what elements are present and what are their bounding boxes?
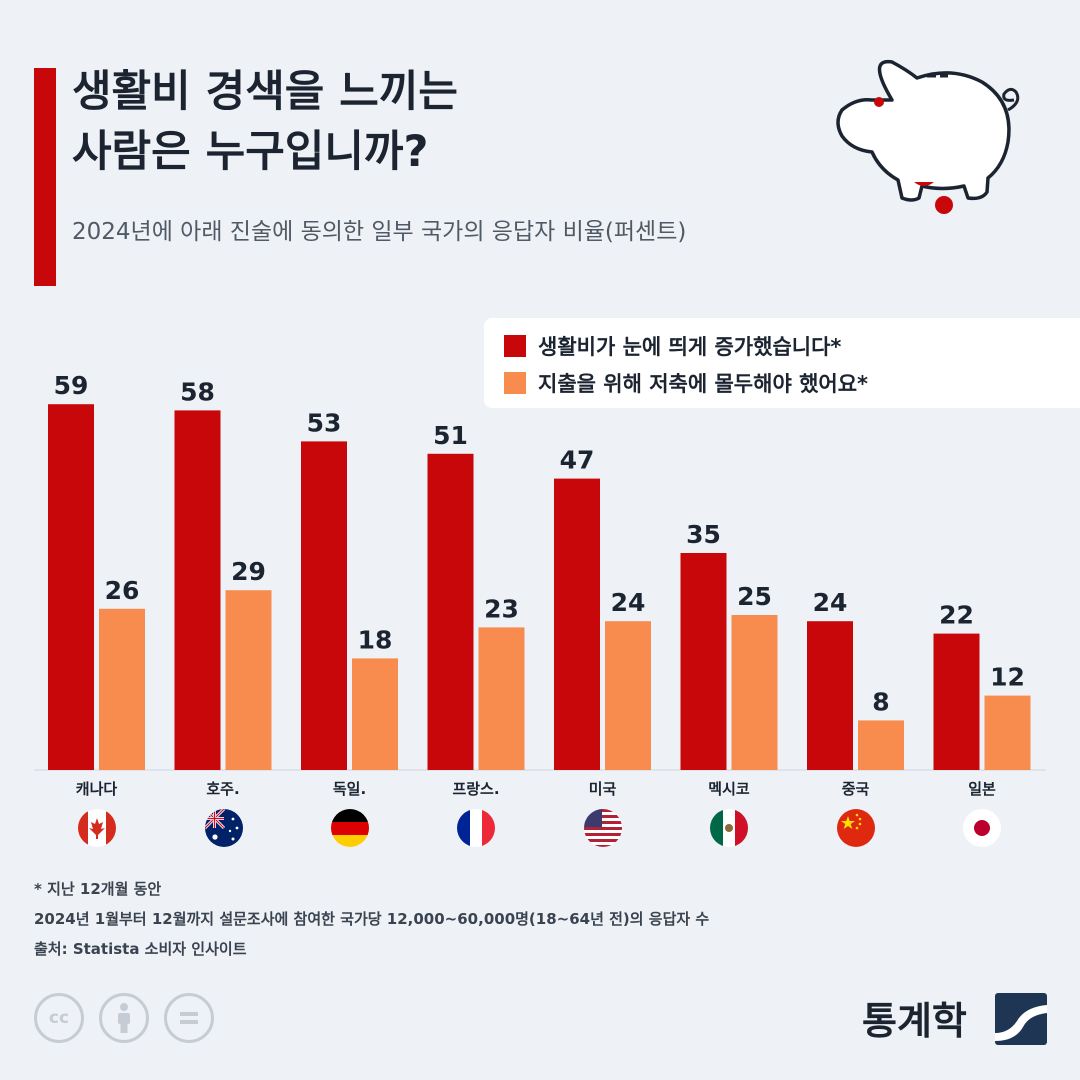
data-label: 23 [484, 594, 519, 623]
x-tick-label: 미국 [589, 780, 617, 798]
data-label: 22 [939, 601, 974, 630]
data-label: 35 [686, 520, 721, 549]
chart-legend: 생활비가 눈에 띄게 증가했습니다* 지출을 위해 저축에 몰두해야 했어요* [484, 318, 1080, 408]
no-derivatives-icon [164, 993, 214, 1043]
x-tick-label: 일본 [968, 780, 996, 798]
x-tick-label: 프랑스. [452, 780, 499, 798]
legend-label: 지출을 위해 저축에 몰두해야 했어요* [538, 372, 869, 396]
footnote-methodology: 2024년 1월부터 12월까지 설문조사에 참여한 국가당 12,000~60… [34, 910, 710, 928]
data-label: 51 [433, 421, 468, 450]
bar-cost-increase [427, 453, 474, 770]
x-tick-label: 독일. [333, 780, 366, 798]
footnotes: * 지난 12개월 동안 2024년 1월부터 12월까지 설문조사에 참여한 … [34, 874, 709, 964]
canada-flag-icon [78, 809, 116, 847]
data-label: 24 [611, 588, 646, 617]
germany-flag-icon [331, 809, 369, 847]
legend-item-savings: 지출을 위해 저축에 몰두해야 했어요* [504, 368, 868, 398]
australia-flag-icon [205, 809, 243, 847]
bar-savings [858, 720, 904, 770]
china-flag-icon [837, 809, 875, 847]
legend-item-cost-increase: 생활비가 눈에 띄게 증가했습니다* [504, 331, 841, 361]
bar-cost-increase [933, 633, 980, 770]
title-line-1: 생활비 경색을 느끼는 [72, 67, 458, 117]
japan-flag-icon [963, 809, 1001, 847]
bar-savings [984, 695, 1031, 770]
mexico-flag-icon [710, 809, 748, 847]
data-label: 18 [358, 625, 393, 654]
bar-savings [225, 590, 272, 770]
data-label: 47 [560, 446, 595, 475]
brand-name: 통계학 [862, 999, 967, 1043]
statista-logo-icon [995, 993, 1047, 1045]
title-line-2: 사람은 누구입니까? [72, 127, 429, 177]
footnote-period: * 지난 12개월 동안 [34, 880, 162, 898]
bar-cost-increase [680, 553, 727, 770]
bar-savings [731, 615, 778, 770]
cc-icon: cc [34, 993, 84, 1043]
data-label: 53 [307, 408, 342, 437]
bar-savings [478, 627, 525, 770]
data-label: 29 [231, 557, 266, 586]
x-tick-label: 중국 [842, 780, 870, 798]
legend-label: 생활비가 눈에 띄게 증가했습니다* [538, 335, 842, 359]
bar-cost-increase [301, 441, 347, 770]
subtitle: 2024년에 아래 진술에 동의한 일부 국가의 응답자 비율(퍼센트) [72, 219, 687, 245]
data-label: 8 [872, 687, 889, 716]
data-label: 26 [105, 576, 140, 605]
bar-savings [605, 621, 651, 770]
x-tick-label: 캐나다 [76, 780, 118, 798]
data-label: 24 [813, 588, 848, 617]
bar-cost-increase [807, 621, 853, 770]
bar-cost-increase [48, 404, 94, 770]
usa-flag-icon [584, 809, 622, 847]
x-tick-label: 멕시코 [708, 780, 750, 798]
data-label: 12 [990, 663, 1025, 692]
france-flag-icon [457, 809, 495, 847]
bar-cost-increase [174, 410, 221, 770]
bar-savings [352, 658, 398, 770]
attribution-icon [99, 993, 149, 1043]
source-note: 출처: Statista 소비자 인사이트 [34, 940, 247, 958]
bar-cost-increase [554, 478, 600, 770]
data-label: 25 [737, 582, 772, 611]
title-accent-bar [34, 68, 56, 286]
page-title: 생활비 경색을 느끼는 사람은 누구입니까? [72, 62, 632, 182]
x-tick-label: 호주. [206, 780, 239, 798]
legend-swatch-orange [504, 372, 526, 394]
data-label: 58 [180, 377, 215, 406]
piggy-bank-icon [836, 59, 1020, 214]
bar-savings [99, 608, 145, 770]
legend-swatch-red [504, 335, 526, 357]
bar-chart: 59 26 캐나다 58 29 호주. 53 18 독일. 51 23 프랑스. 47 24 미국 35 25 멕… [34, 371, 1046, 798]
data-label: 59 [54, 371, 89, 400]
